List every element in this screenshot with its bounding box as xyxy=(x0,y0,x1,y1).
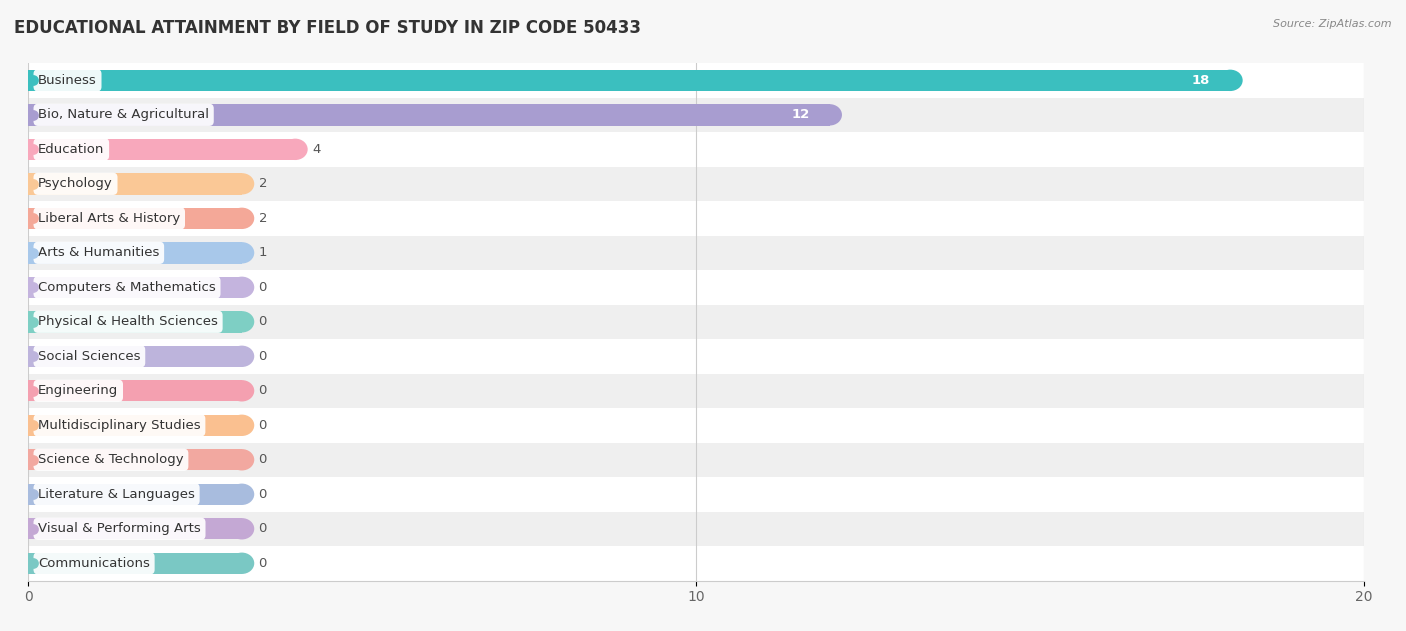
Text: EDUCATIONAL ATTAINMENT BY FIELD OF STUDY IN ZIP CODE 50433: EDUCATIONAL ATTAINMENT BY FIELD OF STUDY… xyxy=(14,19,641,37)
Text: Engineering: Engineering xyxy=(38,384,118,398)
Text: 0: 0 xyxy=(259,281,267,294)
Bar xyxy=(28,374,1364,408)
Point xyxy=(22,213,45,223)
Bar xyxy=(28,311,242,333)
Point xyxy=(22,75,45,85)
Text: 0: 0 xyxy=(259,316,267,328)
Bar xyxy=(28,98,1364,132)
Text: Communications: Communications xyxy=(38,557,150,570)
Text: 1: 1 xyxy=(259,246,267,259)
Bar xyxy=(28,512,1364,546)
Point xyxy=(22,420,45,430)
Bar xyxy=(28,346,242,367)
Bar xyxy=(28,132,1364,167)
Ellipse shape xyxy=(229,346,254,367)
Point xyxy=(22,317,45,327)
Text: 2: 2 xyxy=(259,212,267,225)
Text: 4: 4 xyxy=(312,143,321,156)
Point xyxy=(22,455,45,465)
Ellipse shape xyxy=(817,104,842,126)
Bar xyxy=(28,449,242,471)
Point xyxy=(22,386,45,396)
Bar xyxy=(28,415,242,436)
Ellipse shape xyxy=(229,208,254,229)
Bar xyxy=(28,518,242,540)
Text: Psychology: Psychology xyxy=(38,177,112,191)
Point xyxy=(22,179,45,189)
Point xyxy=(22,524,45,534)
Bar xyxy=(28,63,1364,98)
Ellipse shape xyxy=(229,415,254,436)
Bar xyxy=(28,104,830,126)
Text: 0: 0 xyxy=(259,384,267,398)
Bar xyxy=(28,305,1364,339)
Point xyxy=(22,282,45,292)
Text: Business: Business xyxy=(38,74,97,87)
Ellipse shape xyxy=(229,483,254,505)
Ellipse shape xyxy=(229,276,254,298)
Ellipse shape xyxy=(229,242,254,264)
Text: Social Sciences: Social Sciences xyxy=(38,350,141,363)
Bar xyxy=(28,442,1364,477)
Bar xyxy=(28,276,242,298)
Ellipse shape xyxy=(283,139,308,160)
Ellipse shape xyxy=(229,380,254,401)
Bar xyxy=(28,242,242,264)
Text: 12: 12 xyxy=(792,109,810,121)
Text: Multidisciplinary Studies: Multidisciplinary Studies xyxy=(38,419,201,432)
Text: Source: ZipAtlas.com: Source: ZipAtlas.com xyxy=(1274,19,1392,29)
Bar xyxy=(28,235,1364,270)
Text: Education: Education xyxy=(38,143,104,156)
Text: Arts & Humanities: Arts & Humanities xyxy=(38,246,159,259)
Point xyxy=(22,248,45,258)
Text: 0: 0 xyxy=(259,522,267,535)
Bar xyxy=(28,380,242,401)
Text: Physical & Health Sciences: Physical & Health Sciences xyxy=(38,316,218,328)
Bar xyxy=(28,546,1364,581)
Bar xyxy=(28,173,242,194)
Bar xyxy=(28,483,242,505)
Text: 2: 2 xyxy=(259,177,267,191)
Text: 0: 0 xyxy=(259,350,267,363)
Text: 0: 0 xyxy=(259,453,267,466)
Text: Science & Technology: Science & Technology xyxy=(38,453,184,466)
Ellipse shape xyxy=(229,311,254,333)
Ellipse shape xyxy=(1218,69,1243,91)
Bar xyxy=(28,139,295,160)
Text: Computers & Mathematics: Computers & Mathematics xyxy=(38,281,217,294)
Point xyxy=(22,489,45,499)
Bar xyxy=(28,69,1230,91)
Point xyxy=(22,110,45,120)
Point xyxy=(22,558,45,569)
Text: 18: 18 xyxy=(1192,74,1211,87)
Point xyxy=(22,351,45,362)
Bar xyxy=(28,553,242,574)
Bar xyxy=(28,477,1364,512)
Bar xyxy=(28,408,1364,442)
Ellipse shape xyxy=(229,173,254,194)
Bar xyxy=(28,201,1364,235)
Bar xyxy=(28,339,1364,374)
Text: Bio, Nature & Agricultural: Bio, Nature & Agricultural xyxy=(38,109,209,121)
Text: 0: 0 xyxy=(259,557,267,570)
Text: Literature & Languages: Literature & Languages xyxy=(38,488,195,501)
Text: 0: 0 xyxy=(259,419,267,432)
Bar xyxy=(28,167,1364,201)
Text: Liberal Arts & History: Liberal Arts & History xyxy=(38,212,180,225)
Text: Visual & Performing Arts: Visual & Performing Arts xyxy=(38,522,201,535)
Ellipse shape xyxy=(229,449,254,471)
Bar xyxy=(28,270,1364,305)
Text: 0: 0 xyxy=(259,488,267,501)
Point xyxy=(22,144,45,155)
Ellipse shape xyxy=(229,553,254,574)
Ellipse shape xyxy=(229,518,254,540)
Bar xyxy=(28,208,242,229)
